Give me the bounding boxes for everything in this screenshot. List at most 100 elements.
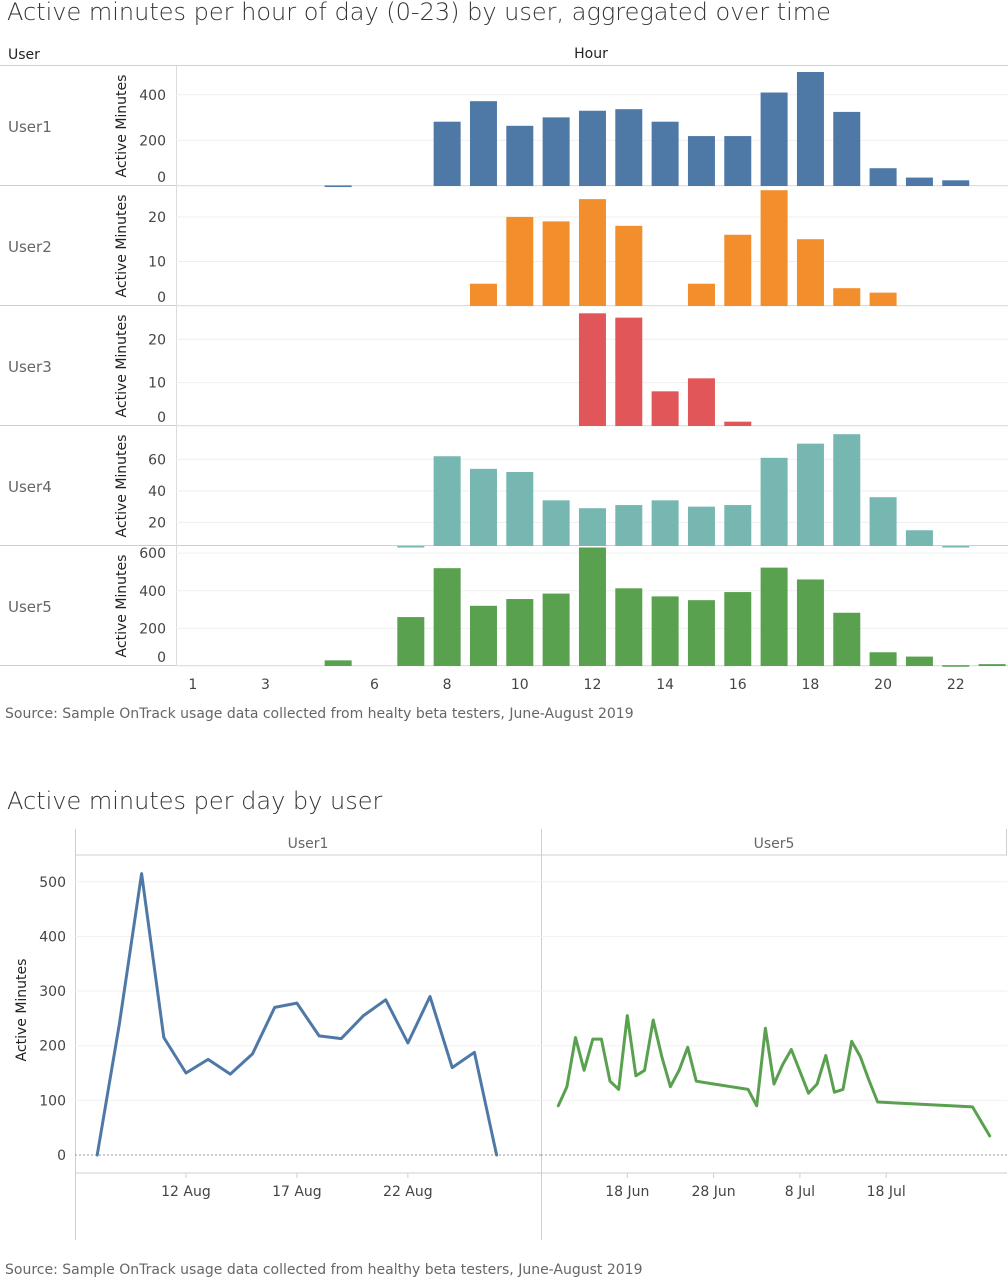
bar-user5-h12 [578, 547, 606, 666]
y-tick-label: 60 [148, 452, 166, 468]
series-line-user1 [95, 872, 499, 1157]
bar-user4-h17 [760, 457, 788, 546]
x-tick-label: 20 [874, 677, 892, 693]
bar-user2-h19 [833, 288, 861, 306]
bar-user4-h10 [506, 471, 534, 546]
bar-user3-h12 [578, 313, 606, 426]
y-tick-label: 20 [148, 210, 166, 226]
y-axis-title: Active Minutes [114, 315, 130, 418]
bar-user5-h15 [687, 600, 715, 666]
top-chart-title: Active minutes per hour of day (0-23) by… [7, 0, 831, 26]
bar-user4-h8 [433, 456, 461, 546]
y-tick-label: 10 [148, 376, 166, 392]
bar-user2-h10 [506, 216, 534, 306]
bar-user5-h19 [833, 612, 861, 666]
bar-user5-h20 [869, 652, 897, 666]
panel-user5: User5 Active Minutes 0 200 400 600 [0, 546, 1008, 667]
y-tick-label: 0 [57, 1148, 66, 1164]
bar-user4-h18 [796, 443, 824, 546]
bar-user1-h13 [615, 109, 643, 186]
y-tick-label: 400 [139, 584, 166, 600]
y-tick-label: 200 [139, 133, 166, 149]
panel-header: User5 [754, 836, 795, 852]
x-tick-label: 28 Jun [692, 1184, 736, 1200]
panel-user1: User1 Active Minutes 0 200 400 [0, 66, 1008, 188]
bar-user4-h11 [542, 500, 570, 546]
y-tick-label: 400 [139, 88, 166, 104]
bar-user1-h18 [796, 72, 824, 186]
y-tick-label: 0 [157, 650, 166, 666]
bar-user4-h13 [615, 505, 643, 546]
bar-user4-h20 [869, 497, 897, 546]
bar-user2-h18 [796, 239, 824, 306]
bar-user5-h21 [905, 656, 933, 666]
x-tick-label: 6 [370, 677, 379, 693]
bar-user1-h19 [833, 111, 861, 186]
bar-user1-h14 [651, 121, 679, 186]
bar-user2-h15 [687, 283, 715, 306]
x-tick-label: 14 [656, 677, 674, 693]
y-tick-label: 200 [139, 621, 166, 637]
x-tick-label: 3 [261, 677, 270, 693]
y-tick-label: 10 [148, 254, 166, 270]
panel-user3: User3 Active Minutes 0 10 20 [0, 306, 1008, 427]
bar-user3-h13 [615, 317, 643, 426]
y-tick-label: 20 [148, 515, 166, 531]
bar-user1-h16 [724, 136, 752, 186]
bar-user4-h12 [578, 508, 606, 546]
y-tick-label: 20 [148, 332, 166, 348]
bar-user5-h17 [760, 567, 788, 666]
bar-user5-h5 [324, 660, 352, 666]
y-axis-title: Active Minutes [114, 435, 130, 538]
bar-user5-h16 [724, 592, 752, 666]
bar-user5-h18 [796, 579, 824, 666]
bar-user4-h22 [942, 546, 970, 548]
bar-user2-h16 [724, 234, 752, 306]
bar-user4-h19 [833, 434, 861, 546]
bar-user4-h14 [651, 500, 679, 546]
bar-user1-h9 [469, 101, 497, 186]
row-label-user1: User1 [8, 118, 52, 136]
y-tick-label: 200 [39, 1039, 66, 1055]
panel-user1: User1 12 Aug 17 Aug 22 Aug [75, 829, 541, 1240]
bar-user5-h14 [651, 596, 679, 666]
bar-user1-h20 [869, 168, 897, 186]
panel-user4: User4 Active Minutes 20 40 60 [0, 426, 1008, 548]
bar-user4-h15 [687, 506, 715, 546]
bar-user2-h9 [469, 283, 497, 306]
bar-user4-h7 [397, 546, 425, 548]
x-tick-label: 18 [802, 677, 820, 693]
bar-user3-h16 [724, 421, 752, 426]
bar-user1-h12 [578, 110, 606, 186]
bar-user5-h7 [397, 617, 425, 666]
row-label-user3: User3 [8, 358, 52, 376]
column-header: Hour [574, 46, 608, 62]
x-tick-label: 18 Jul [867, 1184, 906, 1200]
panel-header: User1 [288, 836, 329, 852]
bar-user4-h16 [724, 505, 752, 546]
x-tick-label: 12 [584, 677, 602, 693]
bar-user5-h13 [615, 588, 643, 666]
y-tick-label: 0 [157, 170, 166, 186]
x-tick-label: 8 [443, 677, 452, 693]
bottom-chart-title: Active minutes per day by user [7, 787, 383, 815]
row-label-user2: User2 [8, 238, 52, 256]
bar-user1-h10 [506, 125, 534, 186]
bar-user5-h11 [542, 593, 570, 666]
x-tick-label: 10 [511, 677, 529, 693]
x-tick-label: 1 [188, 677, 197, 693]
bar-user5-h23 [978, 664, 1006, 666]
x-tick-label: 17 Aug [272, 1184, 322, 1200]
x-tick-label: 8 Jul [785, 1184, 815, 1200]
bar-user1-h22 [942, 180, 970, 186]
bottom-chart-source: Source: Sample OnTrack usage data collec… [5, 1262, 643, 1278]
y-tick-label: 300 [39, 984, 66, 1000]
y-tick-label: 40 [148, 484, 166, 500]
bar-user3-h14 [651, 391, 679, 426]
panel-user5: User5 18 Jun 28 Jun 8 Jul 18 Jul [541, 829, 1007, 1240]
bar-user4-h9 [469, 468, 497, 546]
y-axis-title: Active Minutes [114, 555, 130, 658]
x-tick-label: 18 Jun [605, 1184, 649, 1200]
